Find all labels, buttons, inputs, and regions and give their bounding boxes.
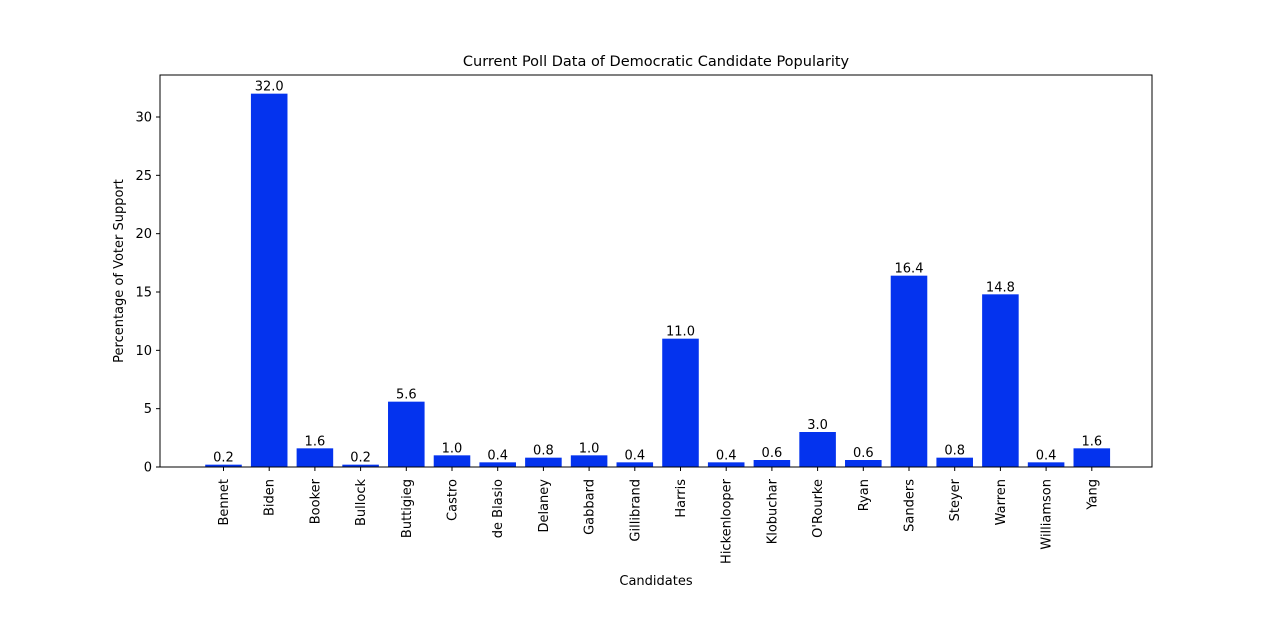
y-axis-label: Percentage of Voter Support (112, 179, 127, 363)
bar-ryan (845, 460, 882, 467)
bar-value-label: 16.4 (895, 262, 924, 277)
bar-value-label: 0.6 (853, 446, 874, 461)
x-tick-label: Klobuchar (765, 478, 780, 544)
bar-value-label: 11.0 (666, 325, 695, 340)
bar-value-label: 1.0 (579, 441, 600, 456)
x-tick-label: Bennet (217, 479, 232, 526)
y-tick-label: 30 (135, 111, 152, 126)
bar-value-label: 1.6 (305, 434, 326, 449)
x-tick-label: Buttigieg (400, 479, 415, 538)
value-labels: 0.2 32.0 1.6 0.2 5.6 1.0 0.4 0.8 1.0 0.4 11.0 0.4 0.… (213, 80, 1102, 466)
bar-value-label: 32.0 (255, 80, 284, 95)
bar-value-label: 3.0 (807, 418, 828, 433)
bar-castro (433, 455, 471, 467)
x-tick-label: Sanders (903, 479, 918, 532)
bar-steyer (936, 457, 973, 467)
y-tick-label: 0 (144, 461, 152, 476)
y-tick-label: 10 (135, 344, 152, 359)
bar-gillibrand (616, 462, 654, 467)
bar-bennet (205, 464, 242, 467)
y-axis-ticks: 0 5 10 15 20 25 30 (135, 111, 160, 476)
x-tick-label: O'Rourke (811, 479, 826, 538)
bar-williamson (1027, 462, 1065, 467)
x-tick-label: Gabbard (583, 479, 598, 535)
bar-value-label: 0.8 (533, 444, 554, 459)
y-tick-label: 5 (144, 402, 152, 417)
x-axis-label: Candidates (619, 574, 692, 589)
x-tick-label: Warren (994, 479, 1009, 525)
bar-yang (1073, 448, 1111, 467)
x-tick-label: Biden (263, 479, 278, 516)
bar-delaney (525, 457, 562, 467)
bar-buttigieg (388, 401, 425, 467)
y-tick-label: 15 (135, 286, 152, 301)
bar-value-label: 0.4 (624, 448, 645, 463)
bar-value-label: 1.6 (1081, 434, 1102, 449)
x-tick-label: de Blasio (491, 479, 506, 538)
bar-gabbard (570, 455, 608, 467)
bars (205, 93, 1111, 468)
y-tick-label: 20 (135, 227, 152, 242)
x-axis-ticks: Bennet Biden Booker Bullock Buttigieg Castro d… (217, 467, 1100, 564)
bar-booker (296, 448, 334, 467)
bar-value-label: 0.8 (944, 444, 965, 459)
bar-value-label: 5.6 (396, 388, 417, 403)
bar-value-label: 0.4 (487, 448, 508, 463)
bar-sanders (890, 275, 928, 467)
bar-value-label: 0.4 (716, 448, 737, 463)
bar-value-label: 0.2 (350, 451, 371, 466)
bar-value-label: 0.6 (762, 446, 783, 461)
x-tick-label: Yang (1085, 479, 1100, 511)
bar-biden (250, 93, 288, 468)
x-tick-label: Ryan (857, 479, 872, 511)
x-tick-label: Hickenlooper (720, 478, 735, 564)
x-tick-label: Steyer (948, 478, 963, 521)
bar-value-label: 1.0 (442, 441, 463, 456)
bar-value-label: 0.4 (1036, 448, 1057, 463)
x-tick-label: Delaney (537, 479, 552, 533)
bar-o-rourke (799, 432, 836, 467)
plot-frame (159, 74, 1153, 468)
x-tick-label: Harris (674, 479, 689, 518)
x-tick-label: Booker (308, 478, 323, 524)
x-tick-label: Bullock (354, 479, 369, 526)
bar-hickenlooper (707, 462, 745, 467)
x-tick-label: Gillibrand (628, 479, 643, 542)
bar-harris (662, 338, 699, 467)
chart-title: Current Poll Data of Democratic Candidat… (463, 54, 850, 70)
x-tick-label: Williamson (1040, 479, 1055, 550)
bar-bullock (342, 464, 379, 467)
y-tick-label: 25 (135, 169, 152, 184)
bar-de-blasio (479, 462, 516, 467)
bar-klobuchar (753, 460, 791, 467)
bar-warren (982, 294, 1019, 467)
bar-value-label: 0.2 (213, 451, 234, 466)
x-tick-label: Castro (446, 479, 461, 521)
bar-value-label: 14.8 (986, 280, 1015, 295)
